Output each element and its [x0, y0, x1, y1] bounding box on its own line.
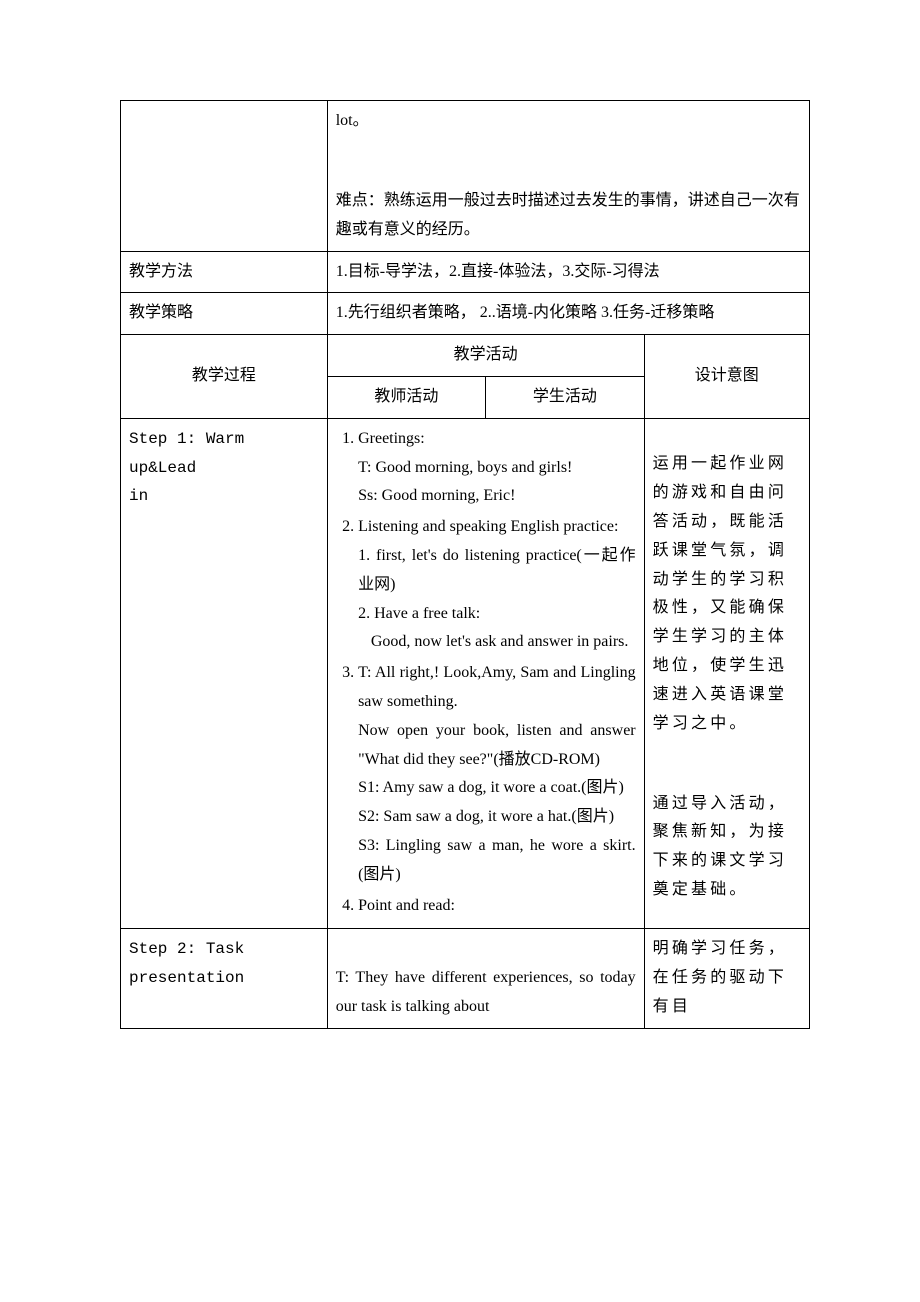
step2-label: Step 2: Task presentation	[121, 929, 328, 1028]
header-process: 教学过程	[121, 335, 328, 419]
list-item: Point and read:	[358, 892, 636, 921]
header-intent: 设计意图	[644, 335, 809, 419]
difficulty-cell: lot。 难点：熟练运用一般过去时描述过去发生的事情，讲述自己一次有趣或有意义的…	[327, 101, 809, 252]
table-row: 教学方法 1.目标-导学法，2.直接-体验法，3.交际-习得法	[121, 251, 810, 293]
row-label: 教学方法	[121, 251, 328, 293]
text-line: S1: Amy saw a dog, it wore a coat.(图片)	[358, 774, 636, 803]
header-activity: 教学活动	[327, 335, 644, 377]
text-line: Ss: Good morning, Eric!	[358, 482, 636, 511]
step2-intent: 明确学习任务，在任务的驱动下有目	[644, 929, 809, 1028]
header-teacher: 教师活动	[327, 376, 485, 418]
text-block: 难点：熟练运用一般过去时描述过去发生的事情，讲述自己一次有趣或有意义的经历。	[336, 187, 801, 245]
row-value: 1.目标-导学法，2.直接-体验法，3.交际-习得法	[327, 251, 809, 293]
table-row: lot。 难点：熟练运用一般过去时描述过去发生的事情，讲述自己一次有趣或有意义的…	[121, 101, 810, 252]
text-line: Good, now let's ask and answer in pairs.	[358, 628, 636, 657]
list-head: Point and read:	[358, 897, 455, 914]
text-line: 2. Have a free talk:	[358, 600, 636, 629]
table-row: 教学策略 1.先行组织者策略， 2..语境-内化策略 3.任务-迁移策略	[121, 293, 810, 335]
step1-activity: Greetings: T: Good morning, boys and gir…	[327, 418, 644, 929]
list-head: Listening and speaking English practice:	[358, 518, 618, 535]
list-head: Greetings:	[358, 430, 425, 447]
intent-text: 通过导入活动，聚焦新知，为接下来的课文学习奠定基础。	[653, 790, 801, 905]
text-line: S2: Sam saw a dog, it wore a hat.(图片)	[358, 803, 636, 832]
step2-label-line1: Step 2: Task	[129, 940, 244, 958]
document-page: lot。 难点：熟练运用一般过去时描述过去发生的事情，讲述自己一次有趣或有意义的…	[0, 0, 920, 1302]
text-line: S3: Lingling saw a man, he wore a skirt.…	[358, 832, 636, 890]
list-item: T: All right,! Look,Amy, Sam and Linglin…	[358, 659, 636, 889]
text-line: lot。	[336, 107, 801, 136]
text-line: Now open your book, listen and answer "W…	[358, 717, 636, 775]
text-line: T: Good morning, boys and girls!	[358, 454, 636, 483]
intent-text: 运用一起作业网的游戏和自由问答活动，既能活跃课堂气氛，调动学生的学习积极性，又能…	[653, 450, 801, 738]
header-student: 学生活动	[486, 376, 644, 418]
step1-label: Step 1: Warm up&Lead in	[121, 418, 328, 929]
step1-label-line2: in	[129, 487, 148, 505]
list-item: Greetings: T: Good morning, boys and gir…	[358, 425, 636, 511]
list-item: Listening and speaking English practice:…	[358, 513, 636, 657]
lesson-plan-table: lot。 难点：熟练运用一般过去时描述过去发生的事情，讲述自己一次有趣或有意义的…	[120, 100, 810, 1029]
step1-intent: 运用一起作业网的游戏和自由问答活动，既能活跃课堂气氛，调动学生的学习积极性，又能…	[644, 418, 809, 929]
step2-activity: T: They have different experiences, so t…	[327, 929, 644, 1028]
step1-label-line1: Step 1: Warm up&Lead	[129, 430, 244, 477]
list-head: T: All right,! Look,Amy, Sam and Linglin…	[358, 664, 636, 710]
table-row: Step 1: Warm up&Lead in Greetings: T: Go…	[121, 418, 810, 929]
table-row: 教学过程 教学活动 设计意图	[121, 335, 810, 377]
table-row: Step 2: Task presentation T: They have d…	[121, 929, 810, 1028]
row-value: 1.先行组织者策略， 2..语境-内化策略 3.任务-迁移策略	[327, 293, 809, 335]
row-label: 教学策略	[121, 293, 328, 335]
step2-label-line2: presentation	[129, 969, 244, 987]
text-line: 1. first, let's do listening practice(一起…	[358, 542, 636, 600]
empty-cell	[121, 101, 328, 252]
